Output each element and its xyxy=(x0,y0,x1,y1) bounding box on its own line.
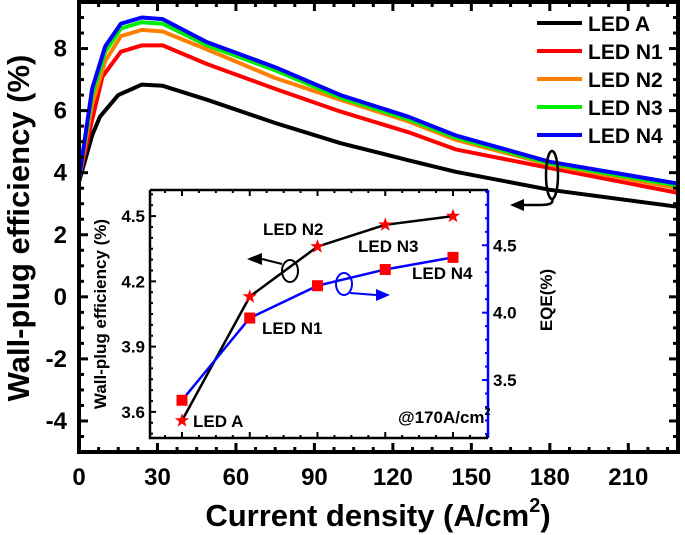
inset-star-marker xyxy=(310,239,325,253)
series-line-led-a xyxy=(77,82,679,209)
x-axis-title: Current density (A/cm2) xyxy=(205,495,550,533)
inset-y2-tick-label: 4.5 xyxy=(493,236,517,255)
inset-y-tick-label: 3.9 xyxy=(121,338,145,357)
x-tick-label: 180 xyxy=(530,464,570,491)
arrow-left-icon xyxy=(247,253,262,265)
inset-ellipse-right xyxy=(335,272,353,296)
arrow-head-icon xyxy=(510,199,524,211)
inset-frame xyxy=(148,188,488,440)
inset-square-marker xyxy=(176,394,188,406)
inset-star-marker xyxy=(445,208,461,223)
inset-annotation-sup: 2 xyxy=(485,406,491,418)
inset-point-label: LED N4 xyxy=(412,264,473,283)
arrow-annotation xyxy=(520,198,554,207)
legend-label: LED N3 xyxy=(588,97,663,120)
y-tick-label: 6 xyxy=(54,98,67,125)
legend-label: LED N2 xyxy=(588,69,663,92)
inset-background xyxy=(150,190,488,438)
inset-point-label: LED A xyxy=(193,412,243,431)
x-tick-label: 60 xyxy=(223,464,250,491)
inset-point-label: LED N3 xyxy=(358,237,418,256)
y-tick-label: 0 xyxy=(54,284,67,311)
inset-square-marker xyxy=(312,280,323,292)
inset-y-axis-title: Wall-plug efficiency (%) xyxy=(91,219,110,409)
inset-arrow-left xyxy=(261,258,283,265)
y-tick-label: 4 xyxy=(54,160,68,187)
inset-square-marker xyxy=(379,264,391,276)
plot-frame xyxy=(77,0,680,454)
x-axis-title-text: Current density (A/cm xyxy=(205,498,529,533)
y-axis-title: Wall-plug efficiency (%) xyxy=(1,55,36,402)
y-tick-label: 8 xyxy=(54,36,67,63)
x-tick-label: 210 xyxy=(608,464,648,491)
series-line-led-n4 xyxy=(77,15,679,186)
inset-y-tick-label: 4.2 xyxy=(121,272,145,291)
inset-y-tick-label: 4.5 xyxy=(121,207,145,226)
series-line-led-n2 xyxy=(77,27,679,191)
legend-label: LED N1 xyxy=(588,41,663,64)
inset-ellipse-left xyxy=(281,259,299,283)
arrow-right-icon xyxy=(376,289,390,301)
inset-star-marker xyxy=(378,217,393,231)
x-tick-label: 90 xyxy=(301,464,328,491)
inset-square-marker xyxy=(244,312,256,324)
inset-y2-tick-label: 4.0 xyxy=(493,304,517,323)
inset-annotation: @170A/cm2 xyxy=(398,406,491,427)
x-tick-label: 120 xyxy=(373,464,413,491)
inset-y2-tick-label: 3.5 xyxy=(493,371,517,390)
x-axis-title-end: ) xyxy=(540,498,550,533)
y-tick-label: 2 xyxy=(54,222,67,249)
inset-point-label: LED N1 xyxy=(262,319,322,338)
x-tick-label: 0 xyxy=(72,464,85,491)
legend-label: LED N4 xyxy=(588,125,663,148)
y-tick-label: -4 xyxy=(46,408,68,435)
x-axis-title-sup: 2 xyxy=(529,495,540,517)
inset-square-marker xyxy=(447,251,459,263)
x-tick-label: 30 xyxy=(144,464,171,491)
inset-point-label: LED N2 xyxy=(263,220,323,239)
inset-y-tick-label: 3.6 xyxy=(121,403,145,422)
x-tick-label: 150 xyxy=(451,464,491,491)
inset-star-marker xyxy=(242,289,257,303)
legend-label: LED A xyxy=(588,13,650,36)
inset-arrow-right xyxy=(349,292,377,296)
y-tick-label: -2 xyxy=(46,346,67,373)
inset-y2-axis-title: EQE(%) xyxy=(537,269,556,331)
inset-star-marker xyxy=(174,413,190,427)
inset-annotation-text: @170A/cm xyxy=(398,408,485,427)
